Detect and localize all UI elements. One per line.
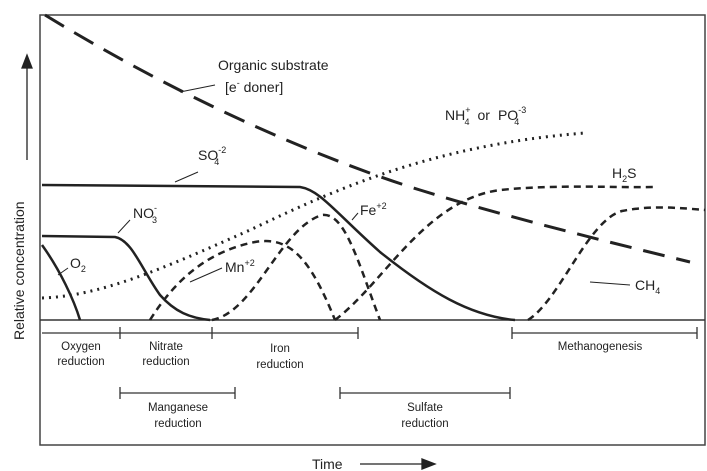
label: NH+ 4 or PO-3 4 (445, 105, 526, 127)
mn-curve (148, 239, 337, 321)
label: Organic substrate (218, 57, 329, 73)
curves (40, 13, 706, 322)
leader (57, 267, 69, 276)
label: NO-3 (133, 203, 157, 225)
label: H2S (612, 165, 636, 184)
no3-curve (41, 234, 211, 322)
zone-label: Methanogenesis (558, 341, 643, 353)
label: Mn+2 (225, 258, 255, 275)
zone-label: reduction (57, 356, 104, 368)
ch4-curve (527, 206, 706, 322)
y-axis-label: Relative concentration (11, 201, 27, 340)
zone-label: Iron (270, 343, 290, 355)
zone-label: Oxygen (61, 341, 101, 353)
x-axis-label: Time (312, 456, 343, 471)
so4-curve (41, 183, 516, 322)
leader (174, 171, 199, 183)
zone-label: Sulfate (407, 402, 443, 414)
zone-label: reduction (154, 418, 201, 430)
leader (179, 84, 216, 93)
label: [e- doner] (225, 78, 283, 95)
label: SO-2 4 (198, 145, 226, 167)
label: O2 (70, 255, 86, 274)
h2s-curve (334, 185, 656, 321)
organic-curve (44, 13, 691, 264)
zone-brackets (42, 327, 698, 399)
fe-curve (211, 213, 382, 322)
zone-label: Manganese (148, 402, 208, 414)
leader (189, 267, 223, 283)
zone-label: reduction (256, 359, 303, 371)
leader (589, 281, 631, 286)
label: Fe+2 (360, 201, 387, 218)
leader (117, 219, 131, 234)
zone-label: Nitrate (149, 341, 183, 353)
leader (351, 212, 359, 221)
o2-curve (40, 244, 82, 321)
zone-label: reduction (401, 418, 448, 430)
frame (39, 14, 706, 446)
zone-label: reduction (142, 356, 189, 368)
label: CH4 (635, 277, 660, 296)
axis-arrows (21, 53, 437, 470)
